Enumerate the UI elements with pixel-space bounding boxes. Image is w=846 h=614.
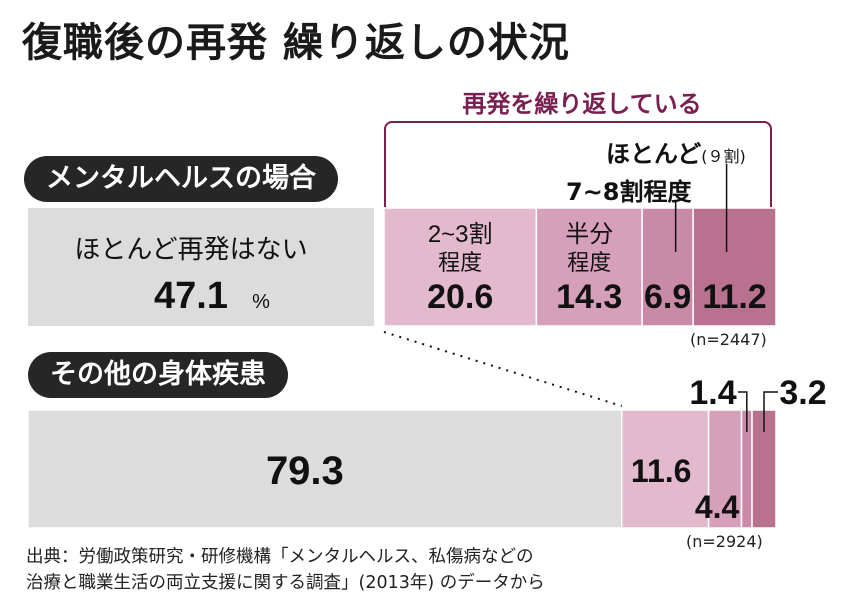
page-title: 復職後の再発 繰り返しの状況 (22, 20, 570, 66)
bar1-value-4: 11.2 (702, 278, 766, 316)
mostly-label: ほとんど (606, 140, 702, 168)
physical-disease-pill: その他の身体疾患 (28, 352, 288, 398)
bar2-leader-3 (738, 391, 748, 432)
bar2-value-3: 1.4 (689, 374, 736, 412)
bar1-label-half-suffix: 程度 (567, 250, 611, 275)
bar2-segment-1 (621, 409, 710, 529)
bar2-value-2: 4.4 (695, 489, 740, 525)
mostly-callout: ほとんど(９割) (606, 134, 746, 169)
bar2-value-1: 11.6 (631, 453, 692, 489)
physical-disease-sample-size: (n=2924) (686, 532, 763, 551)
bar1-percent-sign: % (252, 291, 270, 313)
source-note: 出典：労働政策研究・研修機構「メンタルヘルス、私傷病などの 治療と職業生活の両立… (26, 544, 545, 596)
source-line-2: 治療と職業生活の両立支援に関する調査」(2013年) のデータから (26, 573, 545, 593)
mental-health-pill: メンタルヘルスの場合 (24, 156, 338, 202)
bar1-value-2: 14.3 (556, 278, 622, 316)
bar1-value-3: 6.9 (644, 278, 691, 316)
seven-eight-callout: 7~8割程度 (566, 178, 692, 206)
recurring-bracket (384, 121, 772, 207)
boundary-dotted-connector (383, 331, 623, 407)
bar1-label-none: ほとんど再発はない (74, 234, 307, 264)
bar1-label-2-3-suffix: 程度 (438, 250, 482, 275)
mental-health-title: メンタルヘルスの場合 (46, 163, 316, 194)
mostly-sub-label: (９割) (701, 147, 746, 166)
bar1-segment-none (28, 208, 374, 326)
bar1-segment-4 (692, 207, 777, 327)
bar2-value-4: 3.2 (779, 374, 826, 412)
bar1-label-half: 半分 (565, 221, 613, 248)
bar1-segment-1 (383, 207, 538, 327)
bar1-segment-2 (535, 207, 643, 327)
physical-disease-title: その他の身体疾患 (50, 359, 266, 390)
bar2-leader-4 (763, 391, 778, 432)
bar1-value-none: 47.1 (154, 275, 228, 317)
bar2-value-none: 79.3 (266, 449, 344, 493)
bar1-value-1: 20.6 (427, 278, 493, 316)
bar1-label-2-3: 2~3割 (428, 221, 493, 248)
bar1-segment-3 (641, 207, 694, 327)
recurring-bracket-label: 再発を繰り返している (462, 90, 702, 118)
mental-health-sample-size: (n=2447) (690, 330, 767, 349)
source-line-1: 出典：労働政策研究・研修機構「メンタルヘルス、私傷病などの (26, 547, 534, 567)
